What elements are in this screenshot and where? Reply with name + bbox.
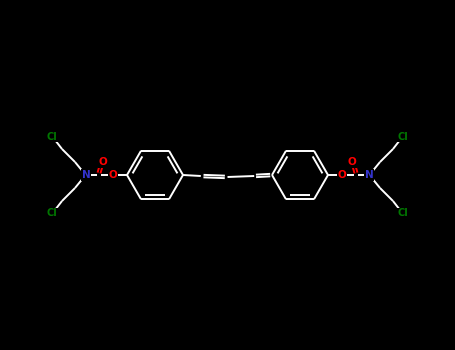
Text: N: N	[364, 170, 374, 180]
Text: Cl: Cl	[398, 208, 409, 218]
Text: O: O	[99, 157, 107, 167]
Text: Cl: Cl	[46, 132, 57, 142]
Text: O: O	[109, 170, 117, 180]
Text: N: N	[81, 170, 91, 180]
Text: O: O	[338, 170, 346, 180]
Text: O: O	[348, 157, 356, 167]
Text: Cl: Cl	[46, 208, 57, 218]
Text: Cl: Cl	[398, 132, 409, 142]
